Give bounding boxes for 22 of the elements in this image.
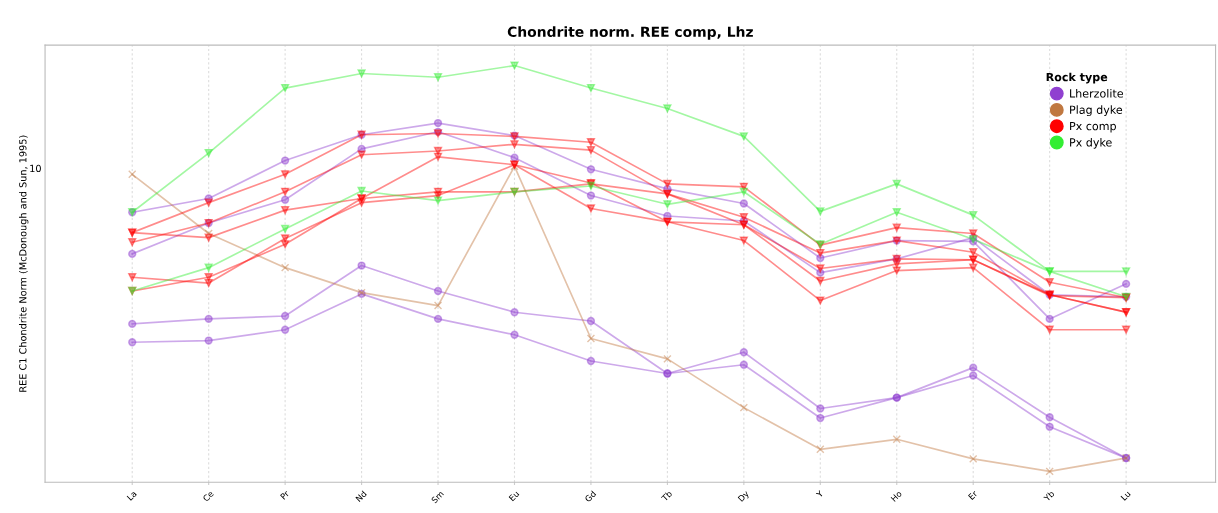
x-tick-label: Ce — [202, 490, 214, 502]
x-tick-label: Nd — [355, 490, 367, 502]
x-tick-label: Y — [815, 490, 824, 498]
x-tick-label: Yb — [1043, 490, 1055, 502]
x-tick-label: Eu — [508, 490, 520, 502]
x-tick-label: La — [126, 490, 137, 501]
x-tick-label: Ho — [890, 490, 903, 502]
y-axis-title: REE C1 Chondrite Norm (McDonough and Sun, 1995) — [18, 135, 29, 392]
legend-title: Rock type — [1046, 72, 1108, 84]
x-tick-label: Lu — [1120, 490, 1131, 501]
legend-label: Px dyke — [1070, 137, 1112, 149]
x-tick-label: Dy — [737, 490, 751, 504]
x-tick-label: Er — [968, 490, 978, 500]
x-tick-label: Gd — [584, 490, 597, 503]
text: 10 — [30, 164, 41, 173]
x-tick-label: Sm — [430, 490, 444, 504]
chart-title: Chondrite norm. REE comp, Lhz — [507, 26, 753, 40]
legend-label: Px comp — [1070, 121, 1116, 133]
legend-label: Lherzolite — [1070, 89, 1124, 98]
x-tick-label: Tb — [660, 490, 673, 502]
legend-label: Plag dyke — [1070, 105, 1123, 117]
x-tick-label: Pr — [280, 490, 290, 500]
